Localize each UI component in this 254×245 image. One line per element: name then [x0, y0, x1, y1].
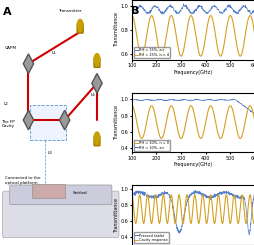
X-axis label: Frequency(GHz): Frequency(GHz) [173, 162, 212, 167]
Bar [30, 105, 66, 140]
Circle shape [94, 54, 99, 64]
Text: The FP
Cavity: The FP Cavity [1, 120, 15, 128]
Legend: RH = 15%, air, RH = 15%, n = 4: RH = 15%, air, RH = 15%, n = 4 [133, 47, 169, 58]
Polygon shape [59, 110, 70, 130]
Polygon shape [91, 74, 102, 93]
Circle shape [94, 132, 99, 142]
FancyBboxPatch shape [94, 58, 100, 67]
Text: OAPM: OAPM [5, 46, 17, 50]
Y-axis label: Transmittance: Transmittance [114, 105, 119, 140]
Text: Connected to the
optical platform: Connected to the optical platform [5, 176, 41, 185]
Text: L1: L1 [52, 51, 56, 55]
Legend: Pressed tablet, Cavity response: Pressed tablet, Cavity response [133, 233, 168, 243]
FancyBboxPatch shape [77, 23, 83, 33]
Text: L2: L2 [4, 102, 9, 106]
Y-axis label: Transmittance: Transmittance [114, 12, 119, 47]
FancyBboxPatch shape [94, 136, 100, 146]
Text: B: B [131, 6, 139, 16]
FancyBboxPatch shape [10, 185, 112, 205]
X-axis label: Frequency(GHz): Frequency(GHz) [173, 70, 212, 75]
Polygon shape [23, 54, 34, 74]
Polygon shape [23, 110, 34, 130]
Y-axis label: Transmittance: Transmittance [114, 198, 119, 233]
Circle shape [77, 19, 83, 30]
FancyBboxPatch shape [3, 191, 119, 238]
Text: A: A [3, 7, 11, 17]
Bar [32, 184, 65, 198]
Text: L3: L3 [48, 151, 53, 155]
Text: Transmitter: Transmitter [58, 9, 81, 13]
Legend: RH = 10%, n = 0, RH = 10%, air: RH = 10%, n = 0, RH = 10%, air [133, 140, 169, 151]
Text: Settled: Settled [72, 191, 87, 195]
Text: L4: L4 [90, 93, 95, 97]
